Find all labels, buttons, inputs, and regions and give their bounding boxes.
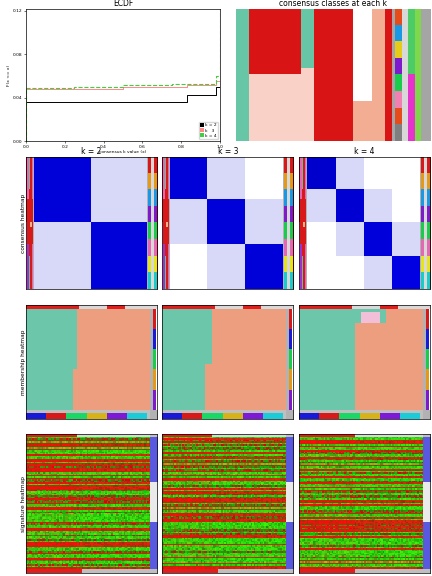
X-axis label: consensus k value (x): consensus k value (x): [99, 150, 147, 154]
Title: k = 3: k = 3: [218, 147, 238, 156]
Title: k = 2: k = 2: [81, 147, 102, 156]
Legend: k = 2, k   3, k = 4: k = 2, k 3, k = 4: [199, 122, 218, 139]
Y-axis label: signature heatmap: signature heatmap: [21, 476, 25, 532]
Y-axis label: F(x <= x): F(x <= x): [7, 65, 11, 85]
Title: consensus classes at each k: consensus classes at each k: [279, 0, 387, 8]
Y-axis label: consensus heatmap: consensus heatmap: [21, 194, 25, 253]
Title: ECDF: ECDF: [113, 0, 133, 8]
Title: k = 4: k = 4: [354, 147, 375, 156]
Y-axis label: membership heatmap: membership heatmap: [21, 329, 25, 395]
